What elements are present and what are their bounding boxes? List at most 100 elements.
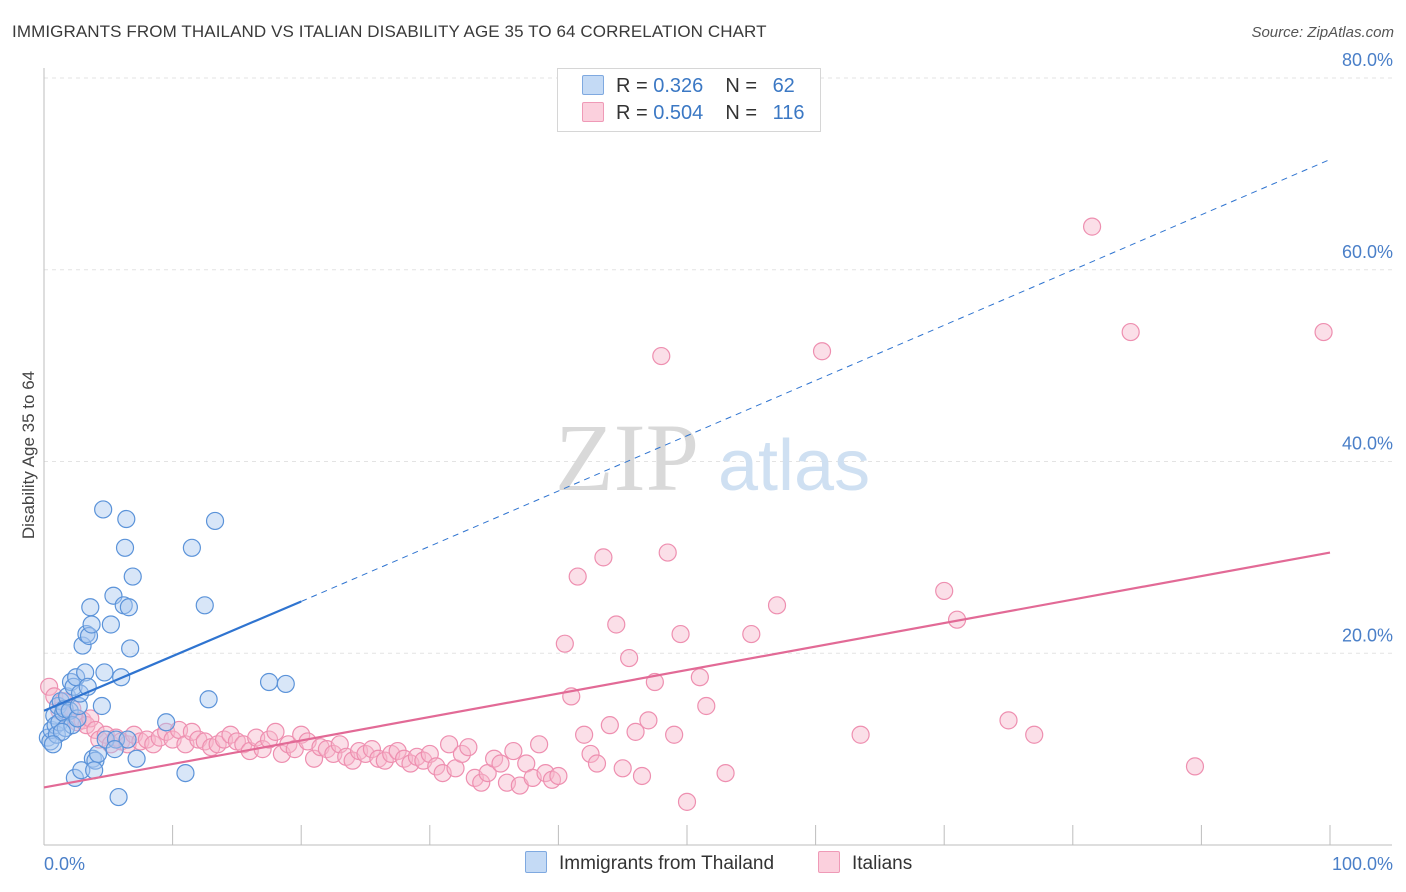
legend-label-italians: Italians	[852, 853, 913, 874]
gridlines	[44, 77, 1392, 654]
legend-n-value: 62	[772, 75, 795, 97]
point-italians	[221, 725, 240, 744]
point-italians	[620, 648, 639, 668]
legend-item-italians: Italians	[818, 851, 912, 875]
point-italians	[555, 634, 574, 653]
point-thailand	[94, 500, 113, 519]
point-italians	[639, 711, 658, 730]
point-italians	[935, 581, 954, 601]
point-thailand	[95, 663, 114, 682]
chart-title: IMMIGRANTS FROM THAILAND VS ITALIAN DISA…	[12, 22, 767, 41]
point-thailand	[182, 538, 201, 557]
x-tick-label-start: 0.0%	[44, 854, 85, 874]
point-italians	[1025, 725, 1044, 744]
point-italians	[812, 342, 832, 361]
point-italians	[575, 725, 594, 744]
point-thailand	[117, 509, 136, 529]
y-tick-label: 40.0%	[1342, 434, 1393, 454]
point-italians	[1082, 217, 1102, 236]
point-italians	[652, 346, 671, 366]
tick-labels: 20.0% 40.0% 60.0% 80.0% 0.0% 100.0%	[44, 50, 1393, 874]
point-italians	[96, 725, 115, 744]
legend-row-italians: R = 0.504 N = 116	[582, 102, 804, 128]
point-thailand	[176, 763, 195, 783]
point-thailand	[157, 713, 176, 732]
source-note: Source: ZipAtlas.com	[1251, 24, 1394, 41]
point-italians	[658, 543, 677, 562]
point-italians	[716, 763, 735, 783]
point-thailand	[199, 690, 218, 709]
watermark-atlas: atlas	[718, 426, 870, 506]
point-italians	[375, 751, 394, 770]
point-italians	[742, 624, 761, 644]
point-italians	[613, 759, 632, 778]
point-thailand	[72, 761, 91, 780]
legend-n-value: 116	[772, 102, 805, 124]
point-italians	[81, 709, 100, 728]
point-thailand	[115, 538, 135, 557]
y-tick-label: 20.0%	[1342, 625, 1393, 645]
trend-thailand-dashed	[301, 159, 1331, 602]
point-italians	[427, 757, 446, 776]
point-italians	[472, 773, 491, 792]
watermark-zip: ZIP	[555, 404, 699, 511]
point-thailand	[127, 749, 146, 768]
point-italians	[671, 624, 690, 644]
legend-swatch-thailand	[525, 851, 547, 873]
series-legend: Immigrants from Thailand Italians	[0, 851, 1406, 879]
legend-label-thailand: Immigrants from Thailand	[559, 853, 775, 874]
point-italians	[690, 668, 709, 687]
point-italians	[362, 740, 382, 759]
point-italians	[999, 711, 1018, 730]
point-italians	[549, 766, 568, 786]
point-thailand	[76, 663, 95, 682]
point-italians	[665, 725, 684, 744]
point-thailand	[119, 598, 138, 617]
y-axis-label: Disability Age 35 to 64	[19, 371, 38, 539]
legend-swatch-italians	[582, 102, 604, 122]
point-thailand	[73, 636, 92, 655]
legend-n-label: N =	[725, 75, 763, 97]
point-italians	[568, 567, 587, 586]
legend-r-value: 0.504	[653, 102, 704, 124]
trend-italians	[43, 551, 1331, 789]
axes	[43, 68, 1392, 846]
point-thailand	[276, 674, 295, 694]
point-italians	[581, 744, 600, 764]
point-thailand	[121, 639, 140, 658]
point-italians	[491, 754, 510, 773]
point-italians	[632, 766, 652, 786]
point-thailand	[259, 672, 279, 692]
point-thailand	[123, 567, 142, 586]
point-thailand	[101, 615, 120, 634]
point-italians	[1121, 322, 1140, 342]
point-italians	[459, 738, 478, 757]
point-thailand	[82, 615, 101, 634]
point-thailand	[43, 735, 63, 754]
series-italians	[40, 217, 1333, 811]
point-italians	[504, 741, 523, 761]
legend-r-label: R =	[616, 75, 654, 97]
legend-n-label: N =	[725, 102, 763, 124]
y-tick-label: 60.0%	[1342, 242, 1393, 262]
point-italians	[600, 716, 619, 735]
point-thailand	[79, 626, 99, 646]
point-thailand	[118, 730, 137, 749]
point-italians	[304, 749, 324, 768]
point-thailand	[205, 511, 225, 531]
point-italians	[1185, 757, 1205, 776]
point-thailand	[60, 701, 79, 720]
legend-item-thailand: Immigrants from Thailand	[525, 851, 774, 875]
y-tick-label: 80.0%	[1342, 50, 1393, 70]
legend-swatch-italians	[818, 851, 840, 873]
point-italians	[677, 792, 697, 811]
point-italians	[587, 754, 607, 773]
point-italians	[144, 735, 163, 754]
point-italians	[266, 722, 285, 741]
point-italians	[607, 615, 626, 634]
point-italians	[530, 735, 549, 754]
point-italians	[767, 596, 787, 615]
point-thailand	[105, 740, 124, 759]
point-italians	[594, 548, 613, 567]
